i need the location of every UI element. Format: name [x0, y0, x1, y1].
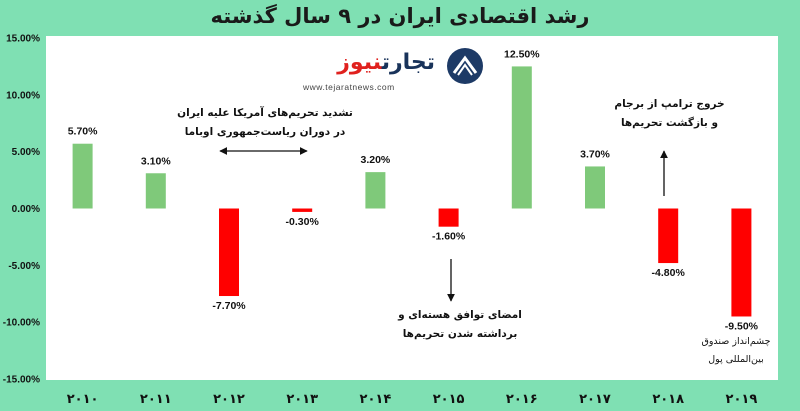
x-tick-label: ۲۰۱۸: [652, 392, 684, 407]
data-label: 3.70%: [580, 148, 610, 160]
logo-name-part1: تجارت: [381, 50, 435, 75]
annotation-obama-line1: تشدید تحریم‌های آمریکا علیه ایران: [177, 107, 353, 119]
y-axis: 15.00% 10.00% 5.00% 0.00% -5.00% -10.00% -15.0…: [3, 34, 40, 386]
data-label: -4.80%: [652, 267, 686, 279]
tejaratnews-logo: تجارتنیوز www.tejaratnews.com: [297, 44, 493, 96]
bar: [145, 173, 166, 209]
data-label: 5.70%: [68, 126, 98, 138]
logo-emblem-icon: [447, 48, 483, 84]
bars: [72, 66, 752, 317]
bar: [731, 208, 752, 317]
x-tick-label: ۲۰۱۵: [433, 392, 465, 407]
bar: [658, 208, 679, 264]
data-label: 3.10%: [141, 155, 171, 167]
y-tick-label: 5.00%: [12, 147, 40, 158]
annotation-obama-line2: در دوران ریاست‌جمهوری اوباما: [184, 126, 346, 138]
bar: [511, 66, 532, 209]
data-label: -7.70%: [212, 300, 246, 312]
bar: [438, 208, 459, 227]
x-tick-label: ۲۰۱۲: [213, 392, 245, 407]
data-label: -9.50%: [725, 320, 759, 332]
y-tick-label: -10.00%: [3, 318, 40, 329]
chart-title: رشد اقتصادی ایران در ۹ سال گذشته: [210, 4, 590, 28]
annotation-trump-withdrawal: خروج ترامپ از برجام و بازگشت تحریم‌ها: [612, 95, 727, 133]
annotation-arrows: [219, 147, 668, 302]
x-tick-label: ۲۰۱۶: [506, 392, 538, 407]
annotation-trump-line1: خروج ترامپ از برجام: [614, 98, 725, 110]
y-tick-label: 15.00%: [6, 34, 40, 45]
annotation-jcpoa: امضای توافق هسته‌ای و برداشته شدن تحریم‌…: [395, 306, 525, 344]
data-label: -0.30%: [286, 216, 320, 228]
y-tick-label: -15.00%: [3, 375, 40, 386]
logo-url: www.tejaratnews.com: [303, 82, 395, 92]
data-labels: 5.70% 3.10% -7.70% -0.30% 3.20% -1.60% 12.50% 3…: [68, 48, 759, 332]
data-label: -1.60%: [432, 231, 466, 243]
x-tick-label: ۲۰۱۹: [726, 392, 758, 407]
bar: [585, 166, 605, 209]
x-tick-label: ۲۰۱۱: [140, 392, 172, 407]
x-tick-label: ۲۰۱۷: [579, 392, 611, 407]
annotation-jcpoa-line2: برداشته شدن تحریم‌ها: [402, 328, 518, 340]
y-tick-label: 10.00%: [6, 90, 40, 101]
bar: [292, 208, 313, 212]
data-label: 12.50%: [504, 48, 540, 60]
logo-wordmark: تجارتنیوز: [297, 50, 435, 75]
annotation-trump-line2: و بازگشت تحریم‌ها: [620, 117, 719, 129]
annotation-imf-outlook: چشم‌انداز صندوق بین‌المللی پول: [695, 333, 777, 369]
annotation-obama-sanctions: تشدید تحریم‌های آمریکا علیه ایران در دور…: [170, 104, 360, 142]
bar: [72, 143, 93, 209]
x-axis: ۲۰۱۰ ۲۰۱۱ ۲۰۱۲ ۲۰۱۳ ۲۰۱۴ ۲۰۱۵ ۲۰۱۶ ۲۰۱۷ ۲۰۱۸ ۲۰۱۹: [67, 392, 758, 407]
annotation-imf-line2: بین‌المللی پول: [708, 354, 764, 365]
x-tick-label: ۲۰۱۴: [360, 392, 392, 407]
y-tick-label: -5.00%: [8, 261, 40, 272]
x-tick-label: ۲۰۱۰: [67, 392, 99, 407]
y-tick-label: 0.00%: [12, 204, 40, 215]
logo-name-part2: نیوز: [337, 50, 382, 75]
x-tick-label: ۲۰۱۳: [286, 392, 318, 407]
annotation-imf-line1: چشم‌انداز صندوق: [701, 336, 771, 347]
bar: [219, 208, 239, 297]
plot-area: [46, 36, 778, 380]
annotation-jcpoa-line1: امضای توافق هسته‌ای و: [398, 309, 522, 321]
data-label: 3.20%: [361, 154, 391, 166]
bar: [365, 172, 386, 209]
